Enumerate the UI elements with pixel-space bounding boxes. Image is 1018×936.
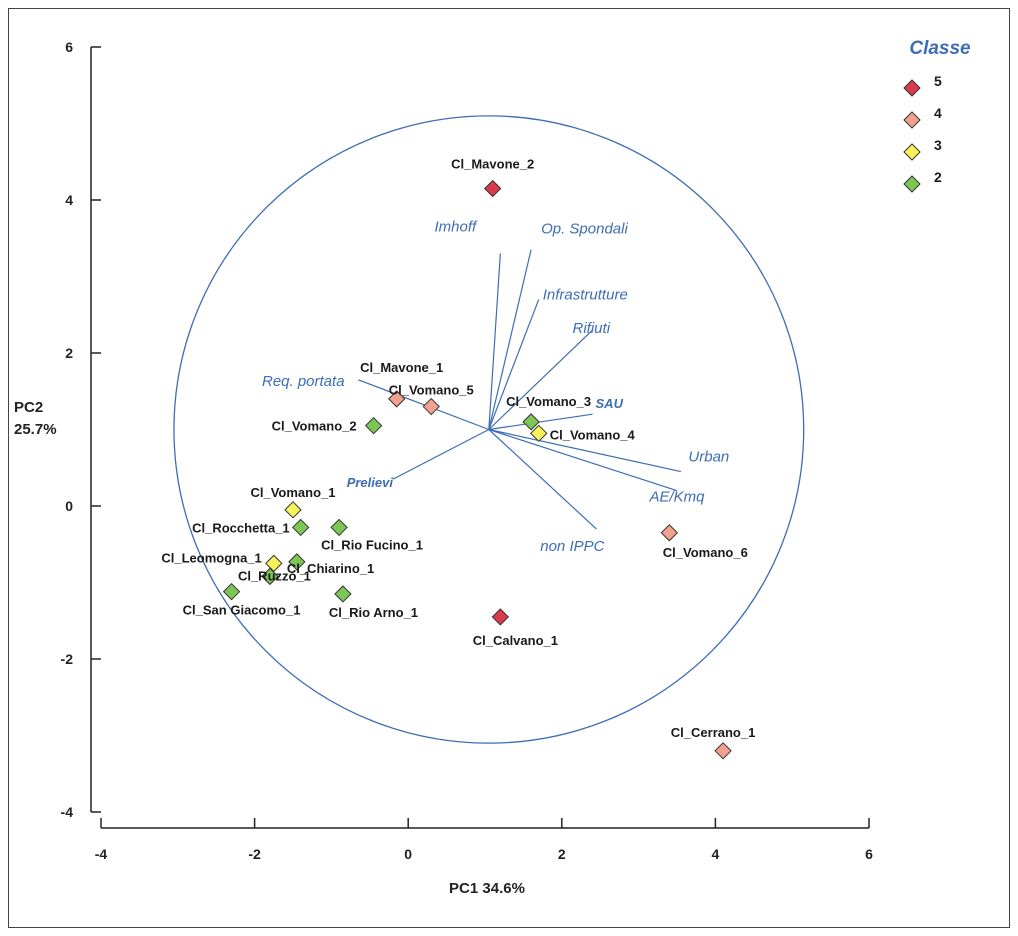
legend-label-classe-4: 4 [934, 105, 942, 121]
legend-marker-classe-5 [903, 79, 921, 97]
y-axis-title-line1: PC2 [14, 399, 43, 416]
loading-label-rifiuti: Rifiuti [573, 320, 611, 337]
legend: Classe 5 4 3 2 [903, 38, 971, 193]
loadings-layer: Imhoff Op. Spondali Infrastrutture Rifiuti R… [262, 219, 729, 555]
x-axis-title: PC1 34.6% [449, 880, 525, 897]
y-tick-label: -2 [61, 651, 74, 667]
point-label-cl-san-giacomo-1: Cl_San Giacomo_1 [183, 603, 301, 618]
correlation-circle [173, 115, 805, 744]
loading-label-imhoff: Imhoff [435, 219, 479, 236]
data-point-cl-vomano-4 [530, 424, 548, 443]
x-tick-label: -2 [248, 846, 261, 862]
point-label-cl-mavone-1: Cl_Mavone_1 [360, 360, 443, 375]
y-tick-label: 4 [65, 192, 73, 208]
loading-label-urban: Urban [688, 449, 729, 466]
data-point-cl-mavone-1 [387, 390, 406, 408]
axes: -4 -2 0 2 4 6 -4 -2 0 2 4 6 [61, 39, 874, 862]
data-point-cl-vomano-5 [422, 397, 440, 416]
loading-vector-infrastrutture [488, 299, 540, 430]
data-point-cl-rio-fucino-1 [330, 518, 348, 537]
x-tick-label: 2 [558, 846, 566, 862]
legend-marker-classe-2 [903, 175, 921, 193]
point-label-cl-rocchetta-1: Cl_Rocchetta_1 [192, 520, 290, 535]
loading-label-ae-kmq: AE/Kmq [648, 489, 705, 506]
loading-vector-imhoff [488, 253, 501, 430]
loading-label-op-spondali: Op. Spondali [541, 221, 628, 238]
data-point-cl-chiarino-1 [288, 553, 306, 571]
y-tick-label: -4 [61, 804, 74, 820]
data-point-cl-vomano-6 [660, 524, 679, 542]
data-point-cl-leomogna-1 [265, 554, 283, 573]
point-label-cl-chiarino-1: Cl_Chiarino_1 [287, 561, 374, 576]
loading-label-non-ippc: non IPPC [540, 538, 604, 555]
loading-vector-non-ippc [488, 429, 597, 530]
legend-title: Classe [909, 38, 971, 59]
loading-vector-prelievi [392, 428, 490, 480]
legend-marker-classe-4 [903, 111, 921, 129]
x-tick-label: 6 [865, 846, 873, 862]
legend-label-classe-2: 2 [934, 169, 942, 185]
data-point-cl-rio-arno-1 [334, 585, 352, 603]
data-point-cl-cerrano-1 [714, 742, 732, 760]
legend-label-classe-3: 3 [934, 137, 942, 153]
y-tick-label: 0 [65, 498, 73, 514]
point-label-cl-cerrano-1: Cl_Cerrano_1 [671, 725, 756, 740]
data-point-cl-rocchetta-1 [291, 518, 310, 537]
data-point-cl-mavone-2 [483, 179, 502, 198]
x-tick-label: 4 [712, 846, 720, 862]
point-label-cl-vomano-3: Cl_Vomano_3 [506, 394, 591, 409]
point-label-cl-vomano-4: Cl_Vomano_4 [550, 427, 636, 442]
loading-vector-sau [488, 413, 593, 431]
point-label-cl-ruzzo-1: Cl_Ruzzo_1 [238, 568, 311, 583]
point-label-cl-mavone-2: Cl_Mavone_2 [451, 157, 534, 172]
y-tick-label: 6 [65, 39, 73, 55]
point-label-cl-vomano-1: Cl_Vomano_1 [250, 485, 335, 500]
loading-label-prelievi: Prelievi [347, 475, 394, 490]
point-label-cl-rio-arno-1: Cl_Rio Arno_1 [329, 605, 418, 620]
data-point-cl-san-giacomo-1 [222, 582, 241, 601]
point-label-cl-rio-fucino-1: Cl_Rio Fucino_1 [321, 537, 423, 552]
point-label-cl-calvano-1: Cl_Calvano_1 [473, 633, 558, 648]
loading-label-infrastrutture: Infrastrutture [543, 286, 628, 303]
loading-vector-rifiuti [488, 329, 593, 430]
point-label-cl-vomano-6: Cl_Vomano_6 [663, 545, 748, 560]
chart-frame [8, 8, 1010, 928]
points-layer: Cl_Mavone_2 Cl_Calvano_1 Cl_Mavone_1 Cl_Vom… [161, 157, 756, 760]
x-tick-label: 0 [404, 846, 412, 862]
point-label-cl-leomogna-1: Cl_Leomogna_1 [161, 550, 261, 565]
data-point-cl-calvano-1 [491, 608, 510, 626]
y-axis-title-line2: 25.7% [14, 421, 57, 438]
point-label-cl-vomano-2: Cl_Vomano_2 [272, 419, 357, 434]
loading-label-sau: SAU [596, 396, 624, 411]
loading-vector-urban [488, 428, 681, 473]
circle-layer [173, 115, 805, 744]
y-tick-label: 2 [65, 345, 73, 361]
loading-label-req-portata: Req. portata [262, 373, 345, 390]
loading-vector-req-portata [358, 379, 490, 431]
legend-label-classe-5: 5 [934, 73, 942, 89]
x-tick-label: -4 [95, 846, 108, 862]
point-label-cl-vomano-5: Cl_Vomano_5 [389, 383, 474, 398]
legend-marker-classe-3 [903, 143, 921, 161]
loading-vector-op-spondali [488, 249, 532, 430]
data-point-cl-vomano-1 [284, 501, 302, 519]
data-point-cl-vomano-2 [364, 416, 383, 435]
loading-vector-ae-kmq [488, 428, 678, 492]
data-point-cl-ruzzo-1 [261, 567, 279, 586]
data-point-cl-vomano-3 [522, 413, 540, 431]
